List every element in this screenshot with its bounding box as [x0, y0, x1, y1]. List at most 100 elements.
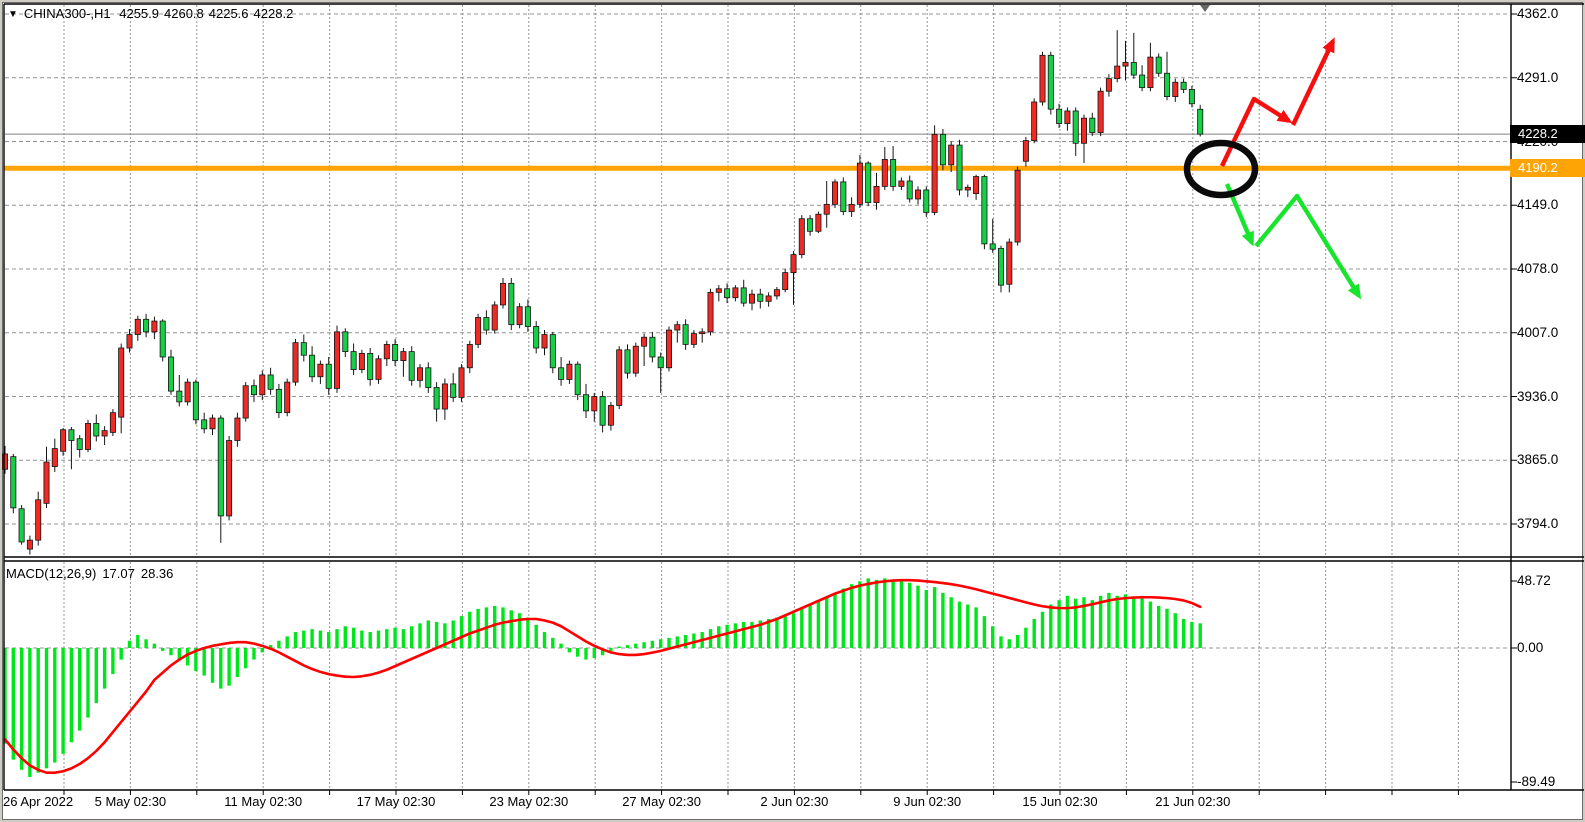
time-axis-label: 23 May 02:30 [489, 794, 569, 809]
candle [209, 417, 216, 430]
bullish-scenario-arrow[interactable] [1291, 40, 1335, 126]
candle [300, 342, 307, 356]
candle [856, 162, 863, 205]
candle [773, 289, 780, 297]
ohlc-high: 4260.8 [164, 6, 204, 21]
candle [939, 133, 946, 166]
candle [1172, 81, 1179, 98]
candle [184, 381, 191, 403]
candle [126, 334, 133, 349]
candle [1064, 110, 1071, 124]
candle [425, 367, 432, 388]
ohlc-low: 4225.6 [208, 6, 249, 21]
candle [815, 213, 822, 232]
candle [284, 381, 291, 414]
ohlc-close: 4228.2 [253, 6, 294, 21]
candle [948, 144, 955, 166]
time-axis-label: 15 Jun 02:30 [1022, 794, 1098, 809]
candle [176, 390, 183, 403]
candle [1014, 169, 1021, 243]
candle [101, 430, 108, 437]
candle [558, 367, 565, 380]
chart-title: ▼ CHINA300-,H1 4255.9 4260.8 4225.6 4228.2 [8, 6, 298, 21]
macd-axis-label: 48.72 [1517, 573, 1551, 588]
time-axis-label: 17 May 02:30 [356, 794, 436, 809]
candle [1139, 74, 1146, 89]
candle [93, 423, 100, 437]
candle [18, 508, 25, 543]
candle [109, 412, 116, 433]
macd-signal-line [3, 578, 1202, 775]
candle [10, 456, 17, 509]
time-axis-label: 11 May 02:30 [224, 794, 303, 809]
candle [666, 329, 673, 369]
candle [607, 405, 614, 426]
arrowhead-icon [1322, 37, 1335, 54]
current-price-tag: 4228.2 [1510, 125, 1585, 144]
candle [234, 417, 241, 441]
macd-histogram [3, 578, 1202, 778]
price-axis-label: 3936.0 [1517, 388, 1559, 404]
candle [1039, 54, 1046, 103]
candle [143, 318, 150, 333]
candle [1130, 62, 1137, 76]
candle [890, 159, 897, 187]
bullish-scenario-arrow[interactable] [1220, 96, 1291, 167]
candle [599, 396, 606, 426]
candle [765, 295, 772, 302]
candle [973, 176, 980, 194]
candle [674, 324, 681, 331]
price-axis-label: 4362.0 [1517, 6, 1559, 21]
candle [68, 429, 75, 441]
candle [898, 180, 905, 187]
candle [624, 349, 631, 374]
candle [151, 320, 158, 333]
candle [433, 387, 440, 410]
candle [1155, 56, 1162, 74]
candle [998, 247, 1005, 286]
candle [541, 334, 548, 349]
arrowhead-icon [1241, 230, 1254, 247]
candle [491, 304, 498, 331]
candle [649, 336, 656, 358]
candle [832, 181, 839, 205]
candle [798, 218, 805, 256]
candle [873, 185, 880, 203]
candle [740, 287, 747, 304]
time-axis-label: 2 Jun 02:30 [760, 794, 829, 809]
candle [848, 203, 855, 212]
candle [1072, 110, 1079, 144]
candle [931, 133, 938, 213]
candle [242, 385, 249, 419]
symbol-dropdown-icon[interactable]: ▼ [8, 9, 18, 20]
candle [906, 180, 913, 200]
candle [1081, 117, 1088, 144]
candle [1031, 101, 1038, 142]
price-axis-label: 4007.0 [1517, 324, 1559, 340]
candle [533, 326, 540, 349]
candle [392, 344, 399, 361]
candle [1114, 65, 1121, 80]
candle [458, 367, 465, 398]
bearish-scenario-arrow[interactable] [1254, 193, 1361, 298]
candle [85, 423, 92, 450]
candle [1180, 81, 1187, 90]
price-axis-label: 3865.0 [1517, 452, 1559, 468]
candle [964, 186, 971, 191]
macd-axis-label: 0.00 [1517, 640, 1544, 655]
candle [981, 176, 988, 245]
candle [699, 331, 706, 335]
candle [275, 388, 282, 414]
candle [416, 367, 423, 381]
breakout-highlight-ellipse[interactable] [1183, 139, 1259, 199]
candle [367, 353, 374, 380]
candle [641, 336, 648, 347]
candle [583, 394, 590, 412]
candle [865, 162, 872, 203]
candle [1122, 62, 1129, 67]
candle [342, 331, 349, 353]
candle [51, 448, 58, 467]
